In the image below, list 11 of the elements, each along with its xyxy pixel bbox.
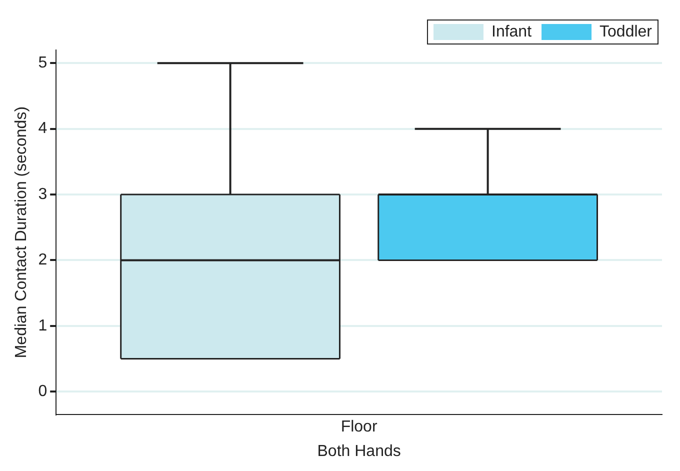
x-axis-title: Both Hands [317,442,401,460]
y-tick-label: 2 [38,252,48,269]
y-tick-label: 1 [38,317,48,334]
y-tick-label: 5 [38,54,48,72]
y-tick-label: 4 [38,120,48,138]
y-tick-label: 0 [38,383,48,400]
y-tick-label: 3 [38,186,48,203]
x-tick-label: Floor [340,418,378,436]
legend-label: Toddler [600,23,653,40]
legend-label: Infant [491,23,532,40]
y-axis-title: Median Contact Duration (seconds) [13,106,30,358]
